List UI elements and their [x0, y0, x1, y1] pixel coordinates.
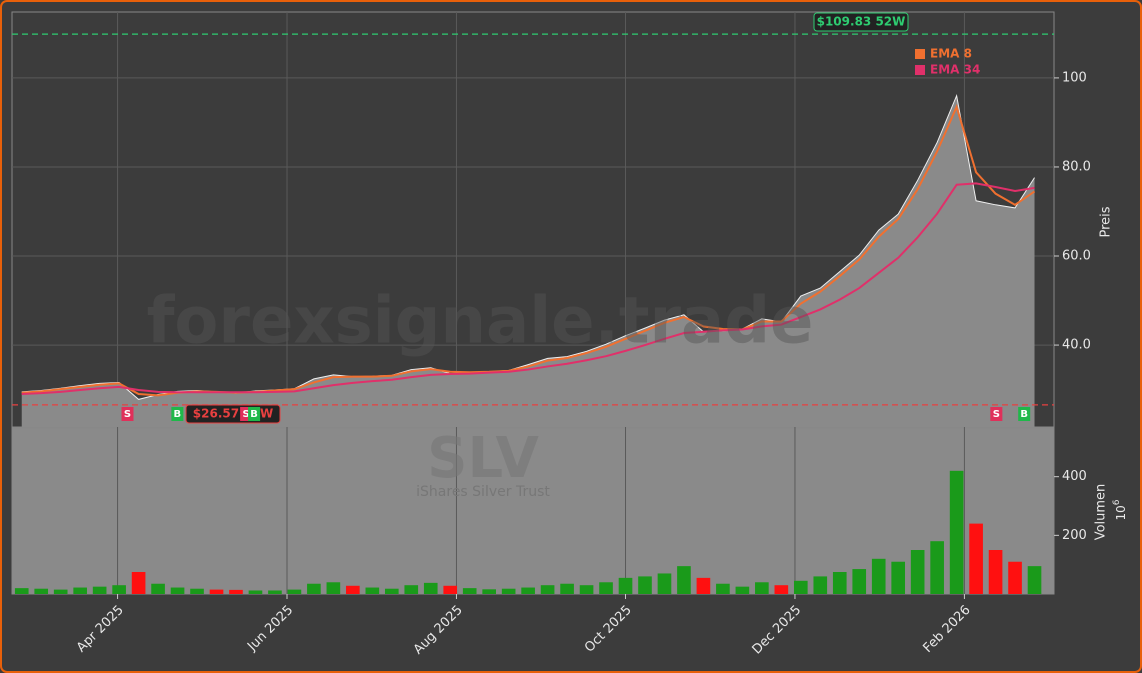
- volume-bar: [755, 582, 769, 594]
- volume-bar: [949, 470, 964, 594]
- price-area: [21, 95, 1035, 427]
- legend-swatch: [915, 65, 925, 75]
- volume-bar: [287, 589, 302, 594]
- signal-label: B: [250, 409, 258, 420]
- volume-bar: [268, 590, 282, 594]
- signal-marker: [121, 407, 134, 421]
- volume-bar: [852, 569, 867, 594]
- volume-bar: [443, 585, 458, 594]
- volume-bar: [599, 582, 613, 594]
- volume-bar: [92, 586, 107, 594]
- legend-label: EMA 34: [930, 63, 980, 77]
- volume-bar: [1008, 561, 1022, 594]
- signal-marker: [990, 407, 1003, 421]
- volume-bar: [346, 585, 360, 594]
- volume-bar: [307, 583, 321, 594]
- name-watermark: iShares Silver Trust: [416, 484, 550, 500]
- volume-bar: [579, 585, 594, 594]
- volume-bar: [365, 587, 380, 594]
- symbol-watermark: SLV: [427, 426, 539, 491]
- volume-bar: [34, 588, 49, 594]
- ema-line: [21, 182, 1035, 396]
- volume-bar: [774, 585, 789, 594]
- volume-bar: [677, 566, 691, 594]
- volume-bar: [326, 582, 341, 594]
- signal-label: S: [124, 409, 131, 420]
- volume-bar: [832, 572, 847, 594]
- volume-scale-base: 10: [1114, 505, 1128, 520]
- volume-bar: [891, 561, 906, 594]
- volume-bar: [131, 572, 146, 594]
- volume-bar: [462, 588, 477, 594]
- volume-bar: [521, 587, 535, 594]
- volume-bar: [540, 585, 555, 594]
- volume-bar: [638, 576, 652, 594]
- volume-bar: [618, 577, 633, 594]
- volume-bar: [170, 587, 185, 594]
- y-tick-label: 400: [1062, 469, 1087, 484]
- volume-bar: [151, 583, 165, 594]
- volume-bar: [657, 573, 672, 594]
- volume-bar: [501, 588, 516, 594]
- volume-bar: [735, 586, 750, 594]
- y-tick-label: 40.0: [1062, 338, 1091, 353]
- volume-scale: 106: [1112, 499, 1128, 520]
- volume-bar: [716, 583, 730, 594]
- volume-bar: [696, 577, 711, 594]
- volume-axis-label: Volumen: [1094, 484, 1109, 541]
- y-tick-label: 200: [1062, 528, 1087, 543]
- y-tick-label: 60.0: [1062, 249, 1091, 264]
- volume-bar: [813, 576, 828, 594]
- plot: [14, 93, 1042, 594]
- volume-bar: [793, 580, 808, 594]
- volume-scale-exponent: 6: [1112, 499, 1122, 505]
- price-line: [21, 93, 1035, 400]
- volume-bar: [248, 590, 263, 594]
- y-tick-label: 100: [1062, 70, 1087, 85]
- legend-label: EMA 8: [930, 47, 972, 61]
- volume-bar: [73, 587, 87, 594]
- legend-swatch: [915, 49, 925, 59]
- grid: [12, 12, 1054, 594]
- price-axis-label: Preis: [1099, 206, 1114, 237]
- volume-bar: [988, 550, 1003, 594]
- volume-bar: [209, 589, 224, 594]
- volume-bar: [14, 588, 29, 594]
- volume-bar: [229, 589, 243, 594]
- level-label: $109.83 52W: [817, 15, 906, 29]
- volume-bar: [871, 558, 886, 594]
- signal-marker: [248, 407, 261, 421]
- volume-bar: [384, 588, 399, 594]
- volume-bar: [560, 583, 574, 594]
- signal-label: B: [174, 409, 182, 420]
- signal-marker: [171, 407, 184, 421]
- volume-bar: [930, 541, 944, 594]
- volume-bar: [53, 589, 68, 594]
- signal-marker: [1018, 407, 1031, 421]
- volume-bar: [1027, 566, 1042, 594]
- signal-label: B: [1020, 409, 1028, 420]
- volume-bar: [112, 585, 126, 594]
- volume-bar: [969, 523, 983, 594]
- signal-label: S: [243, 409, 250, 420]
- signal-label: S: [993, 409, 1000, 420]
- watermark: forexsignale.trade: [147, 285, 814, 359]
- level-label: $26.57 52W: [193, 407, 273, 421]
- volume-bar: [423, 582, 438, 594]
- level-label-box: [813, 12, 909, 32]
- volume-bar: [404, 585, 419, 594]
- volume-bar: [482, 589, 496, 594]
- y-tick-label: 80.0: [1062, 159, 1091, 174]
- volume-bar: [190, 588, 204, 594]
- volume-bar: [910, 550, 925, 594]
